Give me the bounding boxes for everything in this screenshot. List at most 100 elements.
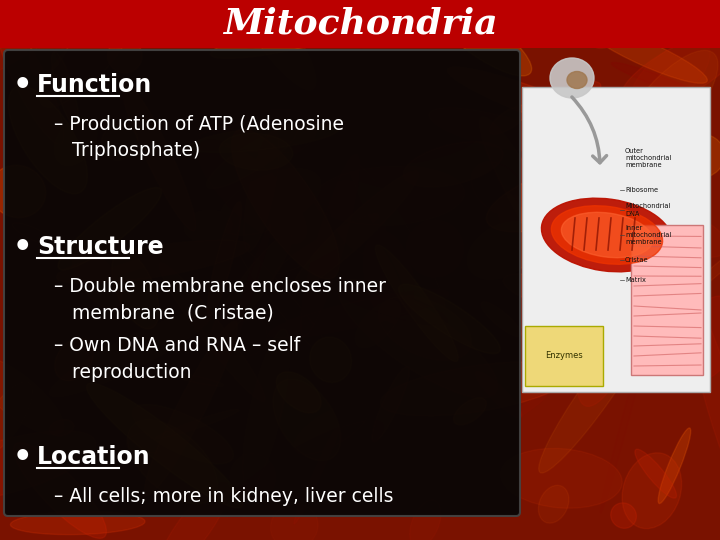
Ellipse shape bbox=[378, 296, 471, 360]
Ellipse shape bbox=[57, 240, 250, 284]
Ellipse shape bbox=[645, 8, 673, 37]
Ellipse shape bbox=[475, 372, 522, 418]
Ellipse shape bbox=[403, 141, 503, 187]
Ellipse shape bbox=[562, 212, 652, 258]
Ellipse shape bbox=[375, 245, 458, 361]
Ellipse shape bbox=[552, 87, 623, 229]
Text: – All cells; more in kidney, liver cells: – All cells; more in kidney, liver cells bbox=[54, 487, 394, 506]
Ellipse shape bbox=[431, 1, 531, 76]
Ellipse shape bbox=[585, 24, 707, 83]
Ellipse shape bbox=[307, 21, 439, 111]
Ellipse shape bbox=[472, 162, 525, 214]
Ellipse shape bbox=[14, 443, 107, 538]
Ellipse shape bbox=[228, 224, 271, 354]
Ellipse shape bbox=[35, 0, 150, 56]
Text: Inner
mitochondrial
membrane: Inner mitochondrial membrane bbox=[625, 225, 671, 245]
Ellipse shape bbox=[539, 314, 653, 473]
Ellipse shape bbox=[232, 130, 339, 279]
Ellipse shape bbox=[541, 198, 672, 272]
Ellipse shape bbox=[12, 222, 56, 246]
Ellipse shape bbox=[293, 171, 419, 290]
Ellipse shape bbox=[364, 231, 414, 323]
Ellipse shape bbox=[158, 483, 229, 540]
Ellipse shape bbox=[40, 11, 132, 107]
Ellipse shape bbox=[227, 109, 316, 161]
Text: Outer
mitochondrial
membrane: Outer mitochondrial membrane bbox=[625, 148, 671, 168]
Text: Mitochondrial
DNA: Mitochondrial DNA bbox=[625, 204, 670, 217]
Ellipse shape bbox=[329, 281, 448, 325]
Ellipse shape bbox=[127, 430, 179, 453]
Ellipse shape bbox=[410, 500, 441, 540]
Ellipse shape bbox=[294, 424, 340, 524]
Text: Enzymes: Enzymes bbox=[545, 352, 583, 361]
FancyBboxPatch shape bbox=[4, 50, 520, 516]
Ellipse shape bbox=[39, 0, 124, 130]
Ellipse shape bbox=[243, 329, 290, 490]
Ellipse shape bbox=[611, 503, 636, 528]
Ellipse shape bbox=[86, 383, 243, 508]
Ellipse shape bbox=[199, 131, 300, 153]
Ellipse shape bbox=[552, 206, 662, 264]
Ellipse shape bbox=[174, 374, 223, 386]
Ellipse shape bbox=[534, 123, 615, 255]
Ellipse shape bbox=[356, 300, 400, 348]
Ellipse shape bbox=[223, 420, 384, 517]
Ellipse shape bbox=[363, 231, 407, 313]
Ellipse shape bbox=[0, 165, 45, 218]
Ellipse shape bbox=[621, 345, 650, 384]
Text: Structure: Structure bbox=[37, 235, 163, 259]
Ellipse shape bbox=[338, 280, 498, 398]
Ellipse shape bbox=[309, 10, 356, 48]
Ellipse shape bbox=[539, 485, 569, 523]
Ellipse shape bbox=[577, 237, 656, 407]
Ellipse shape bbox=[207, 126, 297, 188]
Ellipse shape bbox=[189, 124, 338, 152]
Ellipse shape bbox=[65, 262, 95, 286]
Ellipse shape bbox=[454, 398, 487, 425]
Ellipse shape bbox=[631, 176, 675, 231]
Ellipse shape bbox=[623, 139, 668, 319]
Ellipse shape bbox=[672, 14, 714, 46]
Ellipse shape bbox=[611, 63, 706, 99]
Text: •: • bbox=[12, 71, 32, 99]
Ellipse shape bbox=[112, 251, 159, 329]
Text: •: • bbox=[12, 442, 32, 471]
Ellipse shape bbox=[380, 362, 570, 416]
Ellipse shape bbox=[210, 21, 359, 58]
Ellipse shape bbox=[619, 33, 720, 110]
Ellipse shape bbox=[198, 140, 306, 244]
Ellipse shape bbox=[555, 124, 606, 149]
Ellipse shape bbox=[220, 133, 293, 170]
Ellipse shape bbox=[361, 120, 480, 164]
Ellipse shape bbox=[314, 166, 464, 225]
Ellipse shape bbox=[550, 58, 594, 98]
Ellipse shape bbox=[503, 274, 613, 316]
Text: – Production of ATP (Adenosine
   Triphosphate): – Production of ATP (Adenosine Triphosph… bbox=[54, 115, 344, 160]
Ellipse shape bbox=[481, 302, 521, 336]
Ellipse shape bbox=[159, 262, 265, 401]
Ellipse shape bbox=[505, 191, 589, 315]
Ellipse shape bbox=[276, 372, 321, 413]
Ellipse shape bbox=[480, 117, 571, 274]
Ellipse shape bbox=[551, 195, 583, 233]
Ellipse shape bbox=[635, 449, 677, 498]
Ellipse shape bbox=[372, 367, 410, 442]
Text: Ribosome: Ribosome bbox=[625, 187, 658, 193]
Ellipse shape bbox=[602, 200, 650, 320]
Ellipse shape bbox=[220, 94, 395, 103]
Ellipse shape bbox=[524, 117, 661, 160]
Ellipse shape bbox=[238, 246, 337, 366]
Ellipse shape bbox=[122, 81, 196, 231]
Ellipse shape bbox=[407, 220, 464, 277]
Ellipse shape bbox=[269, 289, 449, 338]
Ellipse shape bbox=[500, 448, 622, 508]
Ellipse shape bbox=[0, 0, 111, 90]
Ellipse shape bbox=[30, 0, 80, 77]
Ellipse shape bbox=[9, 86, 87, 194]
Ellipse shape bbox=[107, 38, 142, 73]
FancyBboxPatch shape bbox=[631, 225, 703, 375]
Ellipse shape bbox=[156, 409, 239, 439]
Ellipse shape bbox=[300, 154, 359, 336]
Ellipse shape bbox=[621, 50, 718, 157]
Ellipse shape bbox=[622, 453, 682, 529]
